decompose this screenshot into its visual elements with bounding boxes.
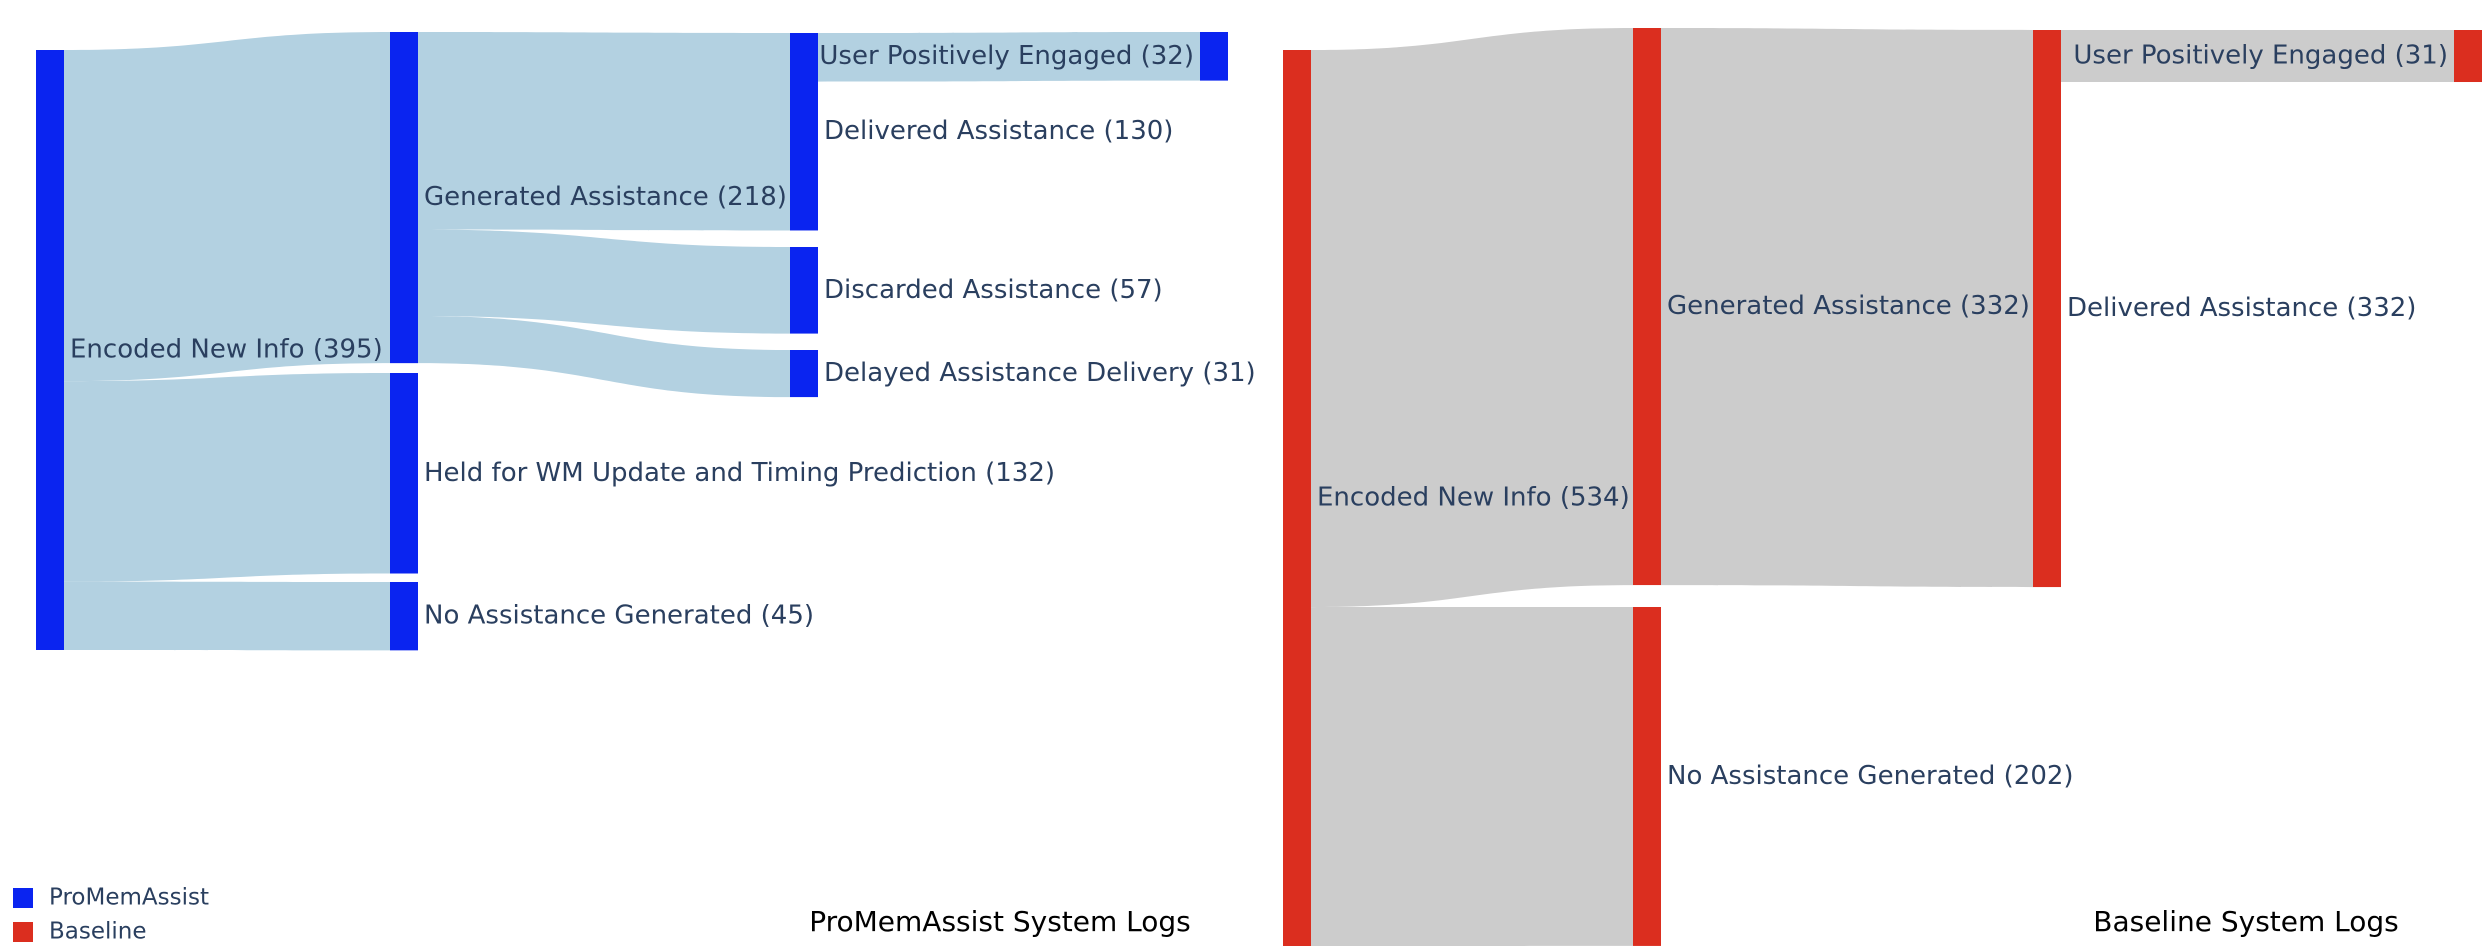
legend-label-baseline: Baseline <box>49 919 147 945</box>
promemassist-node-label-no-assistance-generated: No Assistance Generated (45) <box>424 601 814 631</box>
promemassist-link-gen-to-deliv[interactable] <box>418 32 790 231</box>
promemassist-node-label-encoded-new-info: Encoded New Info (395) <box>70 335 383 365</box>
promemassist-node-label-held-for-wm-update-and-timing-prediction: Held for WM Update and Timing Prediction… <box>424 458 1055 488</box>
promemassist-chart-title: ProMemAssist System Logs <box>809 905 1191 938</box>
baseline-node-label-delivered-assistance: Delivered Assistance (332) <box>2067 293 2416 323</box>
legend-swatch-baseline <box>13 922 33 942</box>
promemassist-node-label-user-positively-engaged: User Positively Engaged (32) <box>819 41 1194 71</box>
promemassist-node-no-assistance-generated[interactable] <box>390 582 418 651</box>
baseline-node-user-positively-engaged[interactable] <box>2454 30 2482 83</box>
promemassist-node-label-discarded-assistance: Discarded Assistance (57) <box>824 275 1163 305</box>
baseline-node-encoded-new-info[interactable] <box>1283 50 1311 946</box>
promemassist-node-delivered-assistance[interactable] <box>790 33 818 231</box>
promemassist-node-generated-assistance[interactable] <box>390 32 418 364</box>
promemassist-node-discarded-assistance[interactable] <box>790 247 818 334</box>
promemassist-node-delayed-assistance-delivery[interactable] <box>790 350 818 398</box>
baseline-node-generated-assistance[interactable] <box>1633 28 1661 586</box>
promemassist-link-enc-to-held[interactable] <box>64 373 390 582</box>
links-layer <box>64 28 2454 946</box>
baseline-node-label-generated-assistance: Generated Assistance (332) <box>1667 291 2030 321</box>
nodes-layer <box>36 28 2482 946</box>
promemassist-link-gen-to-disc[interactable] <box>418 229 790 334</box>
baseline-chart-title: Baseline System Logs <box>2093 905 2399 938</box>
baseline-node-label-encoded-new-info: Encoded New Info (534) <box>1317 483 1630 513</box>
legend-label-promemassist: ProMemAssist <box>49 885 209 911</box>
baseline-node-no-assistance-generated[interactable] <box>1633 607 1661 946</box>
promemassist-link-gen-to-delay[interactable] <box>418 316 790 398</box>
labels-layer: Encoded New Info (395) Generated Assistan… <box>70 41 2448 791</box>
baseline-link-enc-to-noasst[interactable] <box>1311 607 1633 946</box>
baseline-node-label-no-assistance-generated: No Assistance Generated (202) <box>1667 761 2074 791</box>
promemassist-link-deliv-to-upe[interactable] <box>818 32 1200 82</box>
promemassist-link-enc-to-gen[interactable] <box>64 32 390 382</box>
promemassist-link-enc-to-noasst[interactable] <box>64 581 390 651</box>
baseline-node-delivered-assistance[interactable] <box>2033 30 2061 588</box>
promemassist-node-user-positively-engaged[interactable] <box>1200 32 1228 81</box>
promemassist-node-held-for-wm-update-and-timing-prediction[interactable] <box>390 373 418 574</box>
promemassist-node-label-delayed-assistance-delivery: Delayed Assistance Delivery (31) <box>824 358 1256 388</box>
baseline-link-enc-to-gen[interactable] <box>1311 28 1633 608</box>
legend[interactable]: ProMemAssist Baseline <box>13 885 209 945</box>
legend-swatch-promemassist <box>13 888 33 908</box>
promemassist-node-encoded-new-info[interactable] <box>36 50 64 650</box>
promemassist-node-label-generated-assistance: Generated Assistance (218) <box>424 182 787 212</box>
baseline-link-deliv-to-upe[interactable] <box>2061 30 2454 83</box>
baseline-node-label-user-positively-engaged: User Positively Engaged (31) <box>2073 41 2448 71</box>
baseline-link-gen-to-deliv[interactable] <box>1661 28 2033 588</box>
promemassist-node-label-delivered-assistance: Delivered Assistance (130) <box>824 116 1173 146</box>
